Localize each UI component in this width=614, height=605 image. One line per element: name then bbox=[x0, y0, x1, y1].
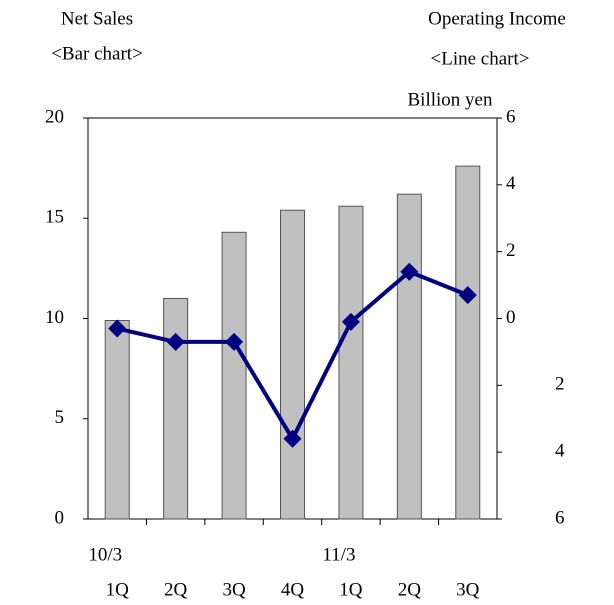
y2-tick-label: 2 bbox=[506, 240, 516, 261]
y-tick-label: 15 bbox=[45, 207, 64, 228]
x-tick-label: 3Q bbox=[222, 579, 246, 600]
y2-tick-label: 0 bbox=[506, 307, 516, 328]
bar bbox=[163, 297, 189, 520]
legend-line-kind: <Line chart> bbox=[431, 48, 530, 69]
y-tick-label: 20 bbox=[45, 106, 64, 127]
y-tick-label: 10 bbox=[45, 307, 64, 328]
marker bbox=[108, 319, 127, 338]
legend-bar-name: Net Sales bbox=[61, 8, 133, 29]
bar bbox=[104, 320, 130, 520]
legend-line-name: Operating Income bbox=[428, 8, 566, 29]
y-tick-label: 5 bbox=[55, 407, 65, 428]
period-label: 11/3 bbox=[322, 544, 355, 565]
marker bbox=[225, 332, 244, 351]
y2-unit: Billion yen bbox=[408, 89, 493, 110]
bar bbox=[338, 205, 364, 520]
y2-tick-label: 4 bbox=[555, 441, 565, 462]
x-tick-label: 3Q bbox=[456, 579, 480, 600]
x-tick-label: 2Q bbox=[398, 579, 422, 600]
x-tick-label: 1Q bbox=[339, 579, 363, 600]
y2-tick-label: 4 bbox=[506, 173, 516, 194]
x-tick-label: 2Q bbox=[164, 579, 188, 600]
x-tick-label: 1Q bbox=[106, 579, 130, 600]
bar bbox=[221, 231, 247, 520]
y2-tick-label: 6 bbox=[555, 507, 565, 528]
y2-tick-label: 6 bbox=[506, 106, 516, 127]
period-label: 10/3 bbox=[88, 544, 122, 565]
marker bbox=[166, 332, 185, 351]
bar bbox=[396, 193, 422, 520]
y2-tick-label: 2 bbox=[555, 374, 565, 395]
bar bbox=[280, 209, 305, 520]
marker bbox=[400, 262, 419, 281]
marker bbox=[458, 286, 477, 305]
x-tick-label: 4Q bbox=[281, 579, 305, 600]
marker bbox=[283, 429, 302, 448]
marker bbox=[341, 312, 360, 331]
bar bbox=[455, 165, 481, 520]
y-tick-label: 0 bbox=[55, 507, 65, 528]
legend-bar-kind: <Bar chart> bbox=[51, 43, 143, 64]
